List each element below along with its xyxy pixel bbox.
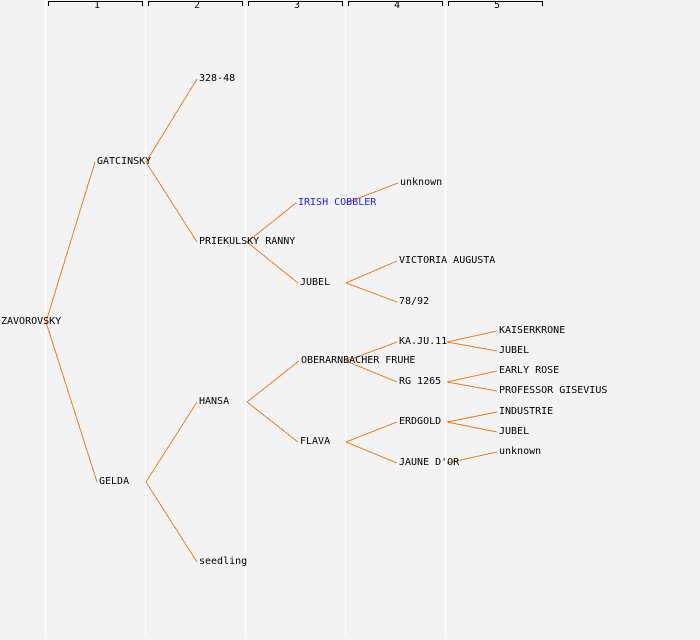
- column-divider-3: [245, 0, 246, 637]
- edge-gelda-to-seedling: [145, 481, 198, 563]
- node-label-jubel-3: JUBEL: [499, 426, 530, 437]
- generation-bracket-1: [48, 1, 143, 6]
- edge-rg-1265-to-professor-gisevius: [446, 381, 498, 392]
- node-label-ka-ju-11: KA.JU.11: [399, 336, 448, 347]
- column-divider-4: [345, 0, 346, 637]
- node-label-irish-cobbler[interactable]: IRISH COBBLER: [298, 197, 377, 208]
- node-label-priekulsky-ranny: PRIEKULSKY RANNY: [199, 236, 296, 247]
- edge-priekulsky-ranny-to-irish-cobbler: [246, 202, 297, 243]
- edge-ka-ju-11-to-jubel-2: [446, 341, 498, 352]
- node-label-seedling: seedling: [199, 556, 248, 567]
- node-label-early-rose: EARLY ROSE: [499, 365, 560, 376]
- generation-number-5: 5: [493, 0, 501, 11]
- edge-rg-1265-to-early-rose: [446, 370, 498, 383]
- node-label-unknown-2: unknown: [499, 446, 542, 457]
- generation-number-4: 4: [393, 0, 401, 11]
- node-label-rg-1265: RG 1265: [399, 376, 442, 387]
- column-divider-5: [445, 0, 446, 637]
- generation-bracket-4: [348, 1, 443, 6]
- node-label-jubel-1: JUBEL: [300, 277, 331, 288]
- generation-bracket-3: [248, 1, 343, 6]
- edge-zavorovsky-to-gatcinsky: [45, 161, 96, 323]
- node-label-erdgold: ERDGOLD: [399, 416, 442, 427]
- node-label-kaiserkrone: KAISERKRONE: [499, 325, 566, 336]
- node-label-jubel-2: JUBEL: [499, 345, 530, 356]
- edge-hansa-to-oberarnbacher-fruhe: [246, 360, 300, 403]
- node-label-unknown-1: unknown: [400, 177, 443, 188]
- edge-jaune-d-or-to-unknown-2: [446, 451, 498, 464]
- node-label-victoria-augusta: VICTORIA AUGUSTA: [399, 255, 496, 266]
- generation-number-2: 2: [193, 0, 201, 11]
- node-label-industrie: INDUSTRIE: [499, 406, 554, 417]
- generation-number-3: 3: [293, 0, 301, 11]
- node-label-oberarnbacher-fruhe: OBERARNBACHER FRUHE: [301, 355, 416, 366]
- generation-number-1: 1: [93, 0, 101, 11]
- node-label-professor-gisevius: PROFESSOR GISEVIUS: [499, 385, 608, 396]
- edge-oberarnbacher-fruhe-to-rg-1265: [345, 360, 398, 383]
- column-divider-2: [145, 0, 146, 637]
- edge-flava-to-jaune-d-or: [345, 441, 398, 464]
- edge-erdgold-to-jubel-3: [446, 421, 498, 433]
- node-label-hansa: HANSA: [199, 396, 230, 407]
- edge-gelda-to-hansa: [145, 401, 198, 483]
- node-label-jaune-d-or: JAUNE D'OR: [399, 457, 460, 468]
- edge-hansa-to-flava: [246, 401, 299, 443]
- node-label-n78-92: 78/92: [399, 296, 430, 307]
- edge-gatcinsky-to-n328-48: [145, 78, 198, 163]
- node-label-flava: FLAVA: [300, 436, 331, 447]
- edge-flava-to-erdgold: [345, 421, 398, 443]
- edge-irish-cobbler-to-unknown-1: [345, 182, 399, 204]
- node-label-gatcinsky: GATCINSKY: [97, 156, 152, 167]
- edge-oberarnbacher-fruhe-to-ka-ju-11: [345, 341, 398, 362]
- generation-bracket-5: [448, 1, 543, 6]
- edge-jubel-1-to-victoria-augusta: [345, 260, 398, 284]
- edge-zavorovsky-to-gelda: [45, 321, 98, 483]
- edge-gatcinsky-to-priekulsky-ranny: [145, 161, 198, 243]
- node-label-zavorovsky: ZAVOROVSKY: [1, 316, 62, 327]
- node-label-n328-48: 328-48: [199, 73, 236, 84]
- column-divider-1: [45, 0, 46, 637]
- edge-jubel-1-to-n78-92: [345, 282, 398, 303]
- edge-priekulsky-ranny-to-jubel-1: [246, 241, 299, 284]
- edge-ka-ju-11-to-kaiserkrone: [446, 330, 498, 343]
- node-label-gelda: GELDA: [99, 476, 130, 487]
- generation-bracket-2: [148, 1, 243, 6]
- edge-erdgold-to-industrie: [446, 411, 498, 423]
